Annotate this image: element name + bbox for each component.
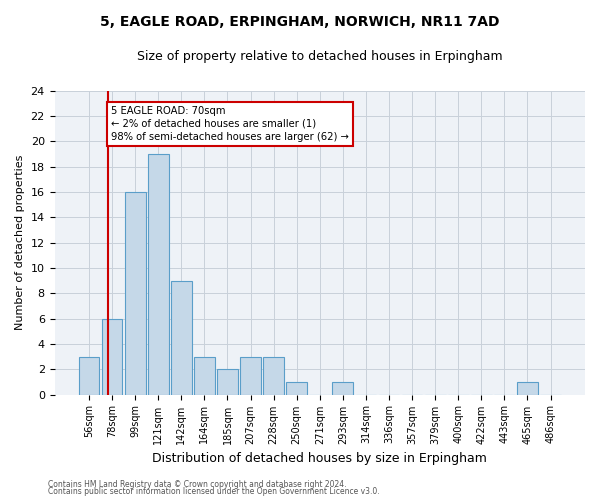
Title: Size of property relative to detached houses in Erpingham: Size of property relative to detached ho… [137,50,503,63]
Bar [263,356,284,395]
Bar [79,356,100,395]
Bar [194,356,215,395]
Bar [240,356,261,395]
Text: 5 EAGLE ROAD: 70sqm
← 2% of detached houses are smaller (1)
98% of semi-detached: 5 EAGLE ROAD: 70sqm ← 2% of detached hou… [111,106,349,142]
Bar [148,154,169,394]
Text: 5, EAGLE ROAD, ERPINGHAM, NORWICH, NR11 7AD: 5, EAGLE ROAD, ERPINGHAM, NORWICH, NR11 … [100,15,500,29]
Y-axis label: Number of detached properties: Number of detached properties [15,155,25,330]
X-axis label: Distribution of detached houses by size in Erpingham: Distribution of detached houses by size … [152,452,487,465]
Text: Contains HM Land Registry data © Crown copyright and database right 2024.: Contains HM Land Registry data © Crown c… [48,480,347,489]
Bar [332,382,353,394]
Bar [171,280,192,394]
Bar [517,382,538,394]
Bar [125,192,146,394]
Text: Contains public sector information licensed under the Open Government Licence v3: Contains public sector information licen… [48,487,380,496]
Bar [217,369,238,394]
Bar [286,382,307,394]
Bar [102,318,122,394]
